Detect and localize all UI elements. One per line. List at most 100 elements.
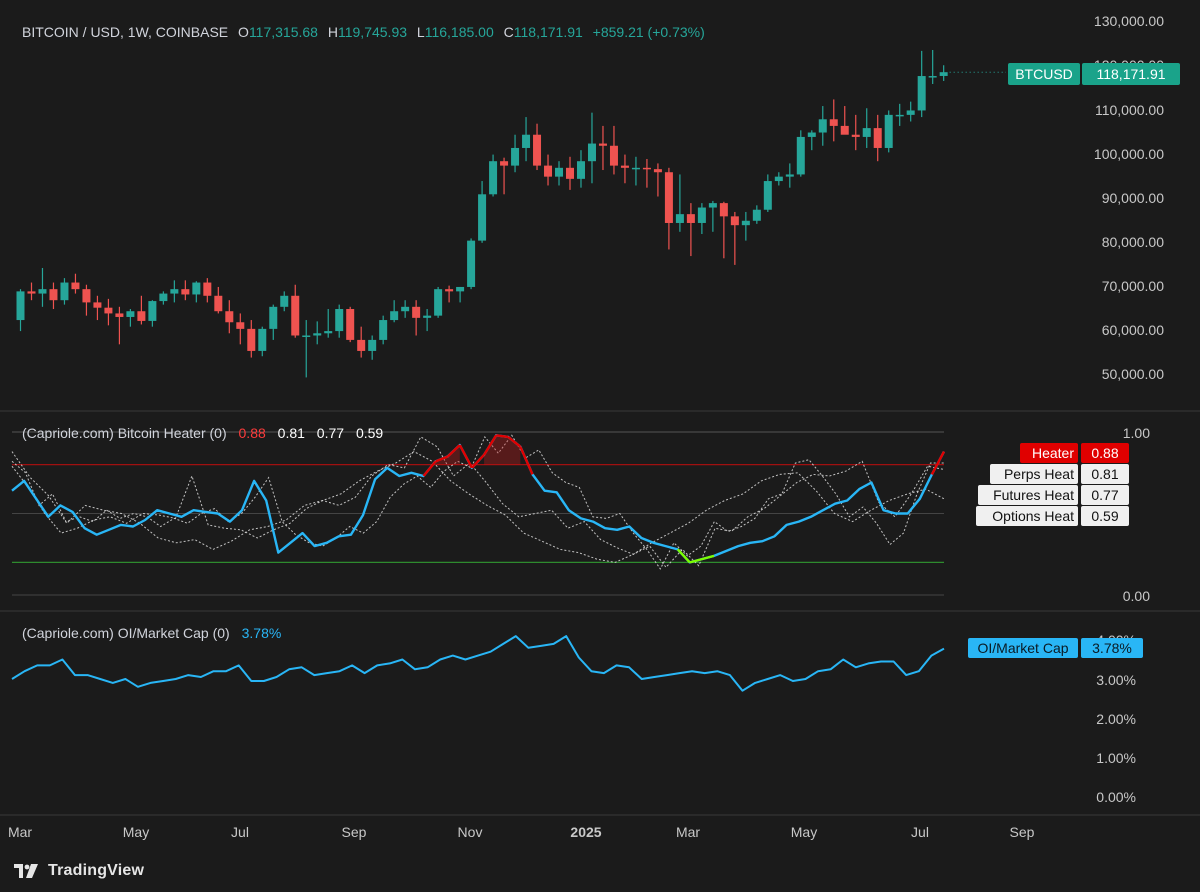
tag-futures-name-bg — [978, 485, 1078, 505]
oi-axis-tick: 2.00% — [1096, 711, 1136, 727]
heater-value: 0.88 — [239, 425, 266, 441]
candle-body — [566, 167, 574, 179]
oi-axis-tick: 0.00% — [1096, 789, 1136, 805]
candle-body — [544, 165, 553, 177]
candle-body — [445, 289, 454, 292]
candle-body — [104, 307, 113, 314]
tag-options-name-bg — [976, 506, 1078, 526]
candle-body — [522, 134, 531, 148]
candle-body — [60, 282, 69, 301]
oi-tag-value: 3.78% — [1092, 640, 1132, 656]
candle-body — [269, 306, 278, 329]
candle-body — [192, 282, 201, 295]
tag-futures-value: 0.77 — [1091, 487, 1118, 503]
candle-body — [719, 203, 728, 217]
price-tag: BTCUSD 118,171.91 — [1008, 63, 1180, 85]
candle-body — [675, 214, 684, 223]
tag-perps-name-bg — [990, 464, 1078, 484]
candle-body — [390, 311, 399, 321]
candle-body — [225, 311, 234, 323]
candle-body — [489, 161, 498, 195]
time-label: Jul — [911, 824, 929, 840]
time-label: May — [123, 824, 149, 840]
time-label: Mar — [676, 824, 700, 840]
tag-options-value: 0.59 — [1091, 508, 1118, 524]
candle-body — [412, 306, 421, 318]
oi-main-line — [11, 635, 945, 692]
candle-body — [93, 302, 102, 308]
candle-body — [313, 333, 322, 336]
candle-body — [423, 315, 432, 318]
time-label: Sep — [1010, 824, 1035, 840]
candle-body — [126, 311, 135, 317]
oi-tag-name: OI/Market Cap — [977, 640, 1068, 656]
time-label: Nov — [458, 824, 483, 840]
candle-body — [895, 114, 904, 117]
time-label-year: 2025 — [570, 824, 601, 840]
tag-heater-name: Heater — [1032, 445, 1074, 461]
price-tag-value-bg — [1082, 63, 1180, 85]
heater-hot-segment — [435, 455, 449, 463]
candle-body — [456, 286, 465, 292]
options-value: 0.59 — [356, 425, 383, 441]
tag-futures-value-bg — [1081, 485, 1129, 505]
candle-body — [291, 295, 300, 336]
candle-body — [38, 289, 47, 294]
candle-body — [27, 291, 36, 294]
symbol-label: BITCOIN / USD, 1W, COINBASE — [22, 24, 228, 40]
candle-body — [49, 289, 58, 301]
price-tag-symbol-bg — [1008, 63, 1080, 85]
candle-body — [533, 134, 542, 166]
candle-body — [401, 306, 410, 312]
heater-cold-segment — [676, 548, 691, 564]
candle-body — [807, 132, 816, 137]
candle-body — [82, 289, 91, 303]
heater-axis-top: 1.00 — [1123, 425, 1150, 441]
time-label: Sep — [342, 824, 367, 840]
futures-value: 0.77 — [317, 425, 344, 441]
candle-body — [16, 291, 25, 321]
candle-body — [302, 335, 311, 337]
candle-body — [708, 203, 717, 208]
price-tag-symbol: BTCUSD — [1015, 66, 1073, 82]
candle-body — [763, 181, 772, 210]
high-value: 119,745.93 — [338, 24, 407, 40]
heater-title: (Capriole.com) Bitcoin Heater (0) — [22, 425, 227, 441]
candle-body — [917, 76, 926, 111]
candle-body — [214, 295, 223, 312]
tag-perps-value: 0.81 — [1091, 466, 1118, 482]
candle-body — [576, 161, 585, 179]
price-tick: 70,000.00 — [1102, 278, 1164, 294]
tradingview-logo-icon — [14, 864, 38, 878]
candle-body — [631, 167, 640, 170]
heater-axis-bottom: 0.00 — [1123, 588, 1150, 604]
candle-body — [818, 119, 827, 133]
oi-tag-value-bg — [1081, 638, 1143, 658]
heater-hot-segment — [519, 446, 534, 475]
open-value: 117,315.68 — [249, 24, 318, 40]
heater-hot-zone — [484, 435, 521, 465]
candle-body — [587, 143, 596, 162]
heater-hot-segment — [930, 450, 946, 475]
heater-hot-segment — [422, 460, 437, 477]
price-tick: 60,000.00 — [1102, 322, 1164, 338]
candle-body — [796, 136, 805, 175]
candle-body — [137, 311, 146, 321]
candle-body — [697, 207, 706, 223]
candles-layer — [16, 50, 1006, 378]
candle-body — [148, 301, 157, 321]
candle-body — [884, 114, 893, 148]
candle-body — [368, 339, 377, 351]
candle-body — [741, 220, 750, 226]
candle-body — [873, 128, 882, 148]
candle-body — [928, 76, 937, 78]
candle-body — [379, 320, 388, 340]
candle-body — [357, 339, 366, 351]
time-label: Mar — [8, 824, 32, 840]
tag-perps-name: Perps Heat — [1004, 466, 1074, 482]
tag-heater-name-bg — [1020, 443, 1078, 463]
candle-body — [686, 214, 695, 223]
heat-series-line — [11, 451, 945, 563]
